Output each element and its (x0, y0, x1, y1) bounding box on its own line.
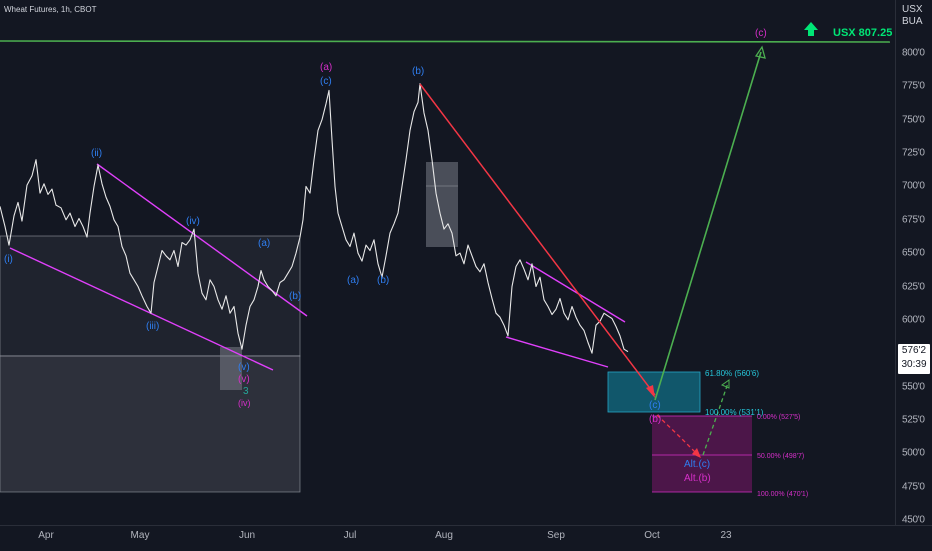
fib-label-61-8: 61.80% (560'6) (705, 369, 759, 378)
alt-path-green-arrowhead (720, 379, 730, 389)
price-tick-label: 450'0 (902, 514, 925, 526)
trendline-lower-1[interactable] (9, 247, 274, 371)
price-chart[interactable]: USX 807.25 (i) (ii) (iii) (iv) (v) (v) 3… (0, 0, 895, 525)
wave-label-iii: (iii) (146, 321, 159, 332)
wave-label-c-blue-jul: (c) (320, 76, 332, 87)
wave-label-b-blue-jun: (b) (289, 291, 301, 302)
chart-canvas[interactable]: USX 807.25 (i) (ii) (iii) (iv) (v) (v) 3… (0, 0, 895, 525)
price-tick-label: 550'0 (902, 381, 925, 393)
time-tick-label: Sep (547, 530, 565, 541)
currency-line-1: USX (902, 4, 923, 15)
wave-label-alt-b: Alt.(b) (684, 473, 711, 484)
wave-label-c-blue-oct: (c) (649, 400, 661, 411)
time-tick-label: Jun (238, 530, 256, 541)
price-series-line[interactable] (0, 83, 629, 354)
projection-green-line[interactable] (654, 51, 762, 401)
time-tick-label: 23 (720, 530, 732, 541)
current-price-value: 576'2 (901, 345, 927, 356)
time-tick-label: Oct (644, 530, 660, 541)
currency-label[interactable]: USX BUA (902, 4, 923, 28)
wave-label-a-blue-jul: (a) (347, 275, 359, 286)
trendline-lower-2[interactable] (505, 336, 609, 368)
price-tick-label: 650'0 (902, 247, 925, 259)
price-tick-label: 775'0 (902, 80, 925, 92)
price-tick-label: 750'0 (902, 114, 925, 126)
price-tick-label: 625'0 (902, 281, 925, 292)
wave-label-i: (i) (4, 254, 13, 265)
gray-range-lower (0, 355, 301, 493)
wave-label-3-teal: 3 (243, 386, 249, 397)
price-tick-label: 525'0 (902, 414, 925, 426)
time-tick-label: Apr (38, 530, 54, 541)
wave-label-a-blue-jun: (a) (258, 238, 270, 249)
wave-label-b-blue-aug: (b) (412, 66, 424, 77)
wave-label-ii: (ii) (91, 148, 102, 159)
time-axis[interactable]: Apr May Jun Jul Aug Sep Oct 23 (0, 525, 932, 551)
target-up-arrow-icon (804, 22, 818, 36)
currency-line-2: BUA (902, 16, 923, 27)
alt-path-red-dashed (656, 414, 701, 458)
projection-green-arrowhead (754, 45, 766, 59)
alt-path-red-arrowhead (692, 448, 701, 458)
gray-range-upper (0, 235, 301, 357)
wave-label-v-magenta: (v) (238, 374, 250, 385)
symbol-title: Wheat Futures, 1h, CBOT (4, 5, 97, 14)
time-tick-label: Aug (435, 530, 453, 541)
fib-zone-magenta (652, 416, 752, 492)
wave-label-alt-c: Alt.(c) (684, 459, 710, 470)
price-tick-label: 725'0 (902, 147, 925, 159)
price-tick-label: 800'0 (902, 47, 925, 59)
fib-label-50-magenta: 50.00% (498'7) (757, 453, 804, 460)
target-line[interactable] (0, 40, 891, 43)
trendline-upper-2[interactable] (525, 261, 626, 323)
wave-label-c-magenta-target: (c) (755, 28, 767, 39)
time-tick-label: May (130, 530, 150, 541)
price-axis[interactable]: USX BUA 800'0 775'0 750'0 725'0 700'0 675'0 65… (895, 0, 932, 526)
gray-zone-august (426, 162, 458, 247)
wave-label-a-magenta-jul: (a) (320, 62, 332, 73)
wave-label-v: (v) (238, 362, 250, 373)
wave-label-iv: (iv) (186, 216, 200, 227)
gray-zone-june (220, 347, 242, 390)
price-tick-label: 500'0 (902, 447, 925, 459)
fib-label-100-blue: 100.00% (531'1) (705, 408, 764, 417)
bar-countdown: 30:39 (901, 359, 927, 370)
price-tick-label: 700'0 (902, 180, 925, 192)
price-tick-label: 675'0 (902, 214, 925, 226)
projection-red-line[interactable] (419, 83, 656, 396)
price-tick-label: 600'0 (902, 314, 925, 326)
alt-path-green-dashed (702, 382, 729, 456)
fib-label-100-magenta: 100.00% (470'1) (757, 491, 808, 498)
current-price-badge: 576'2 30:39 (898, 344, 930, 374)
wave-label-b-magenta-oct: (b) (649, 414, 661, 425)
time-tick-label: Jul (343, 530, 357, 541)
wave-label-iv-magenta: (iv) (238, 398, 251, 408)
projection-red-arrowhead (646, 385, 655, 398)
target-label: USX 807.25 (833, 27, 892, 39)
price-tick-label: 475'0 (902, 481, 925, 493)
wave-label-b-blue-jul: (b) (377, 275, 389, 286)
fib-label-0-magenta: 0.00% (527'5) (757, 414, 800, 421)
